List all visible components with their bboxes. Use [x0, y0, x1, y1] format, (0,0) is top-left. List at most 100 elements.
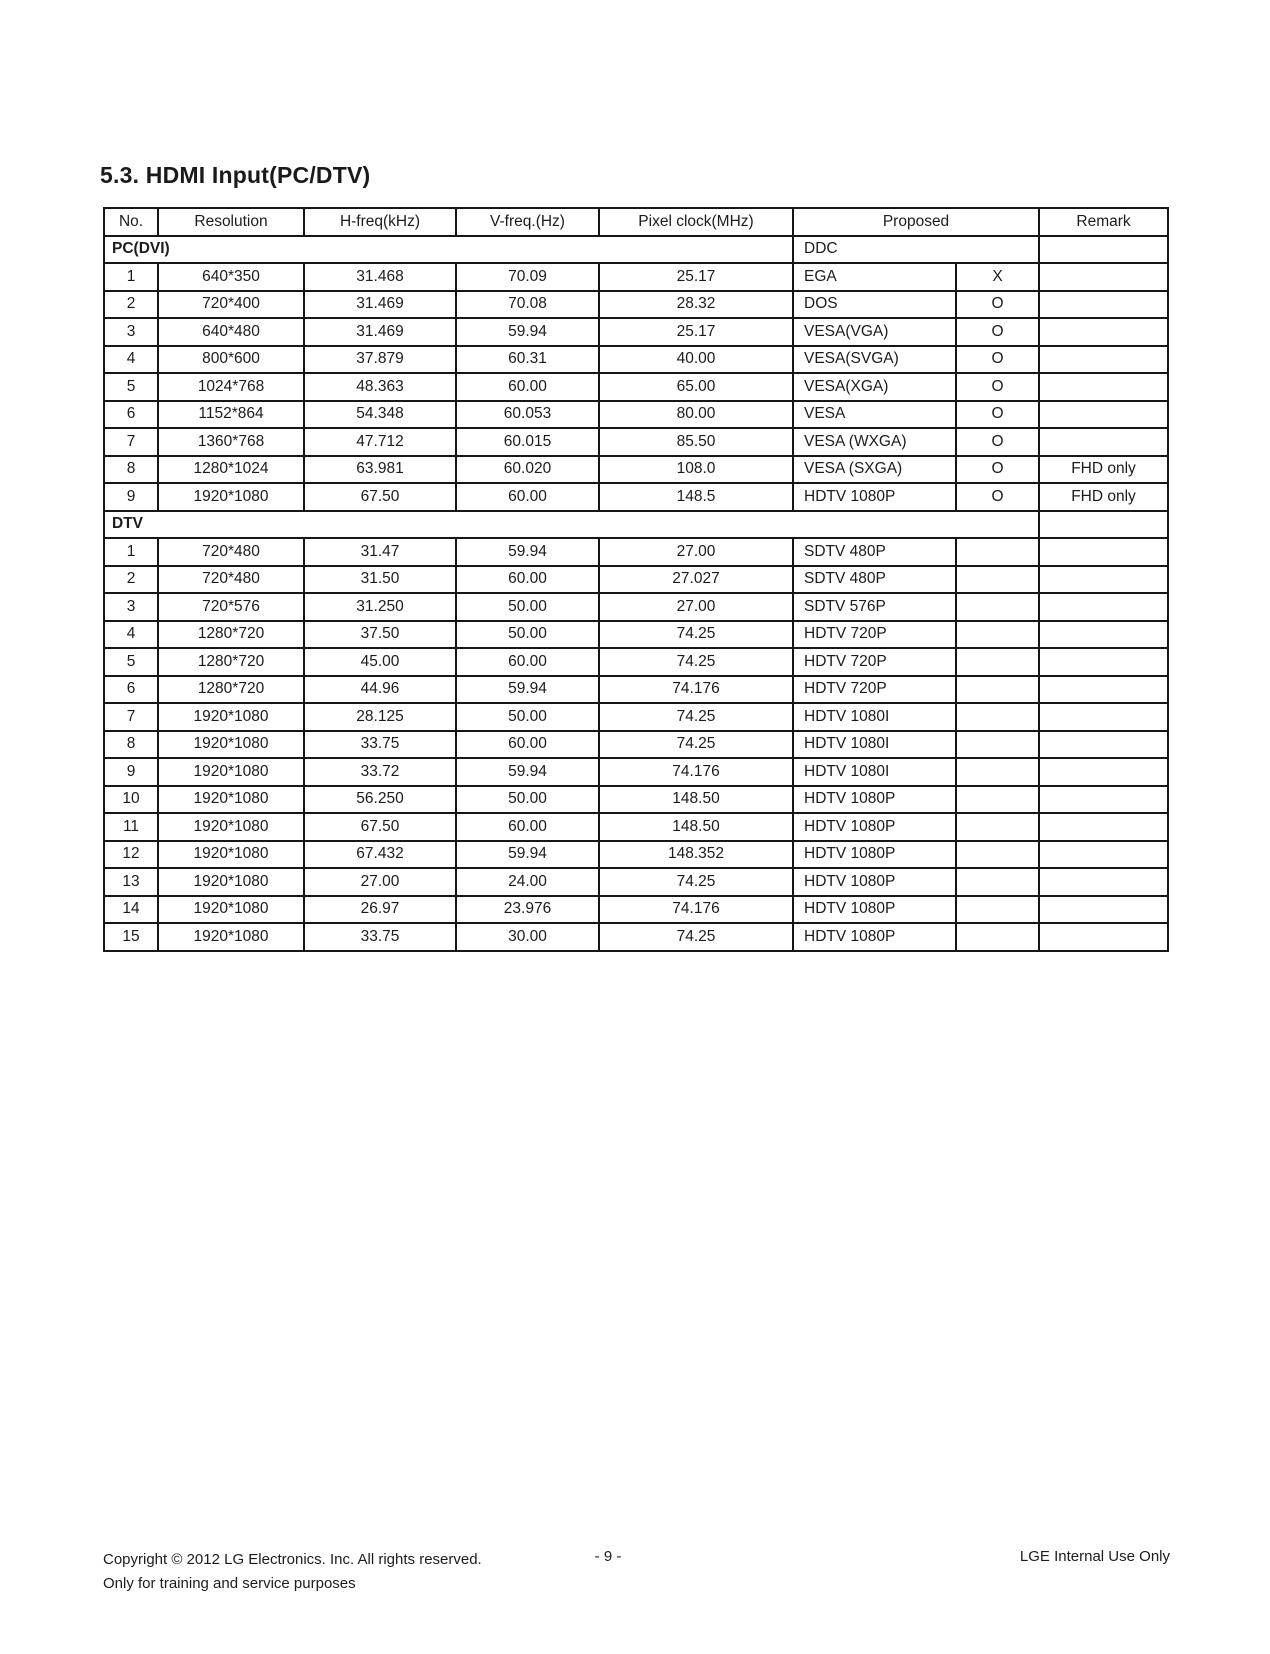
cell-remark: [1038, 894, 1170, 924]
cell-no: 14: [103, 894, 159, 924]
cell-h-freq: 31.50: [303, 564, 457, 594]
cell-proposed: HDTV 1080I: [792, 757, 957, 787]
cell-resolution: 1920*1080: [157, 784, 305, 814]
cell-no: 13: [103, 867, 159, 897]
cell-resolution: 720*480: [157, 537, 305, 567]
cell-ddc-mark: O: [954, 289, 1041, 319]
cell-proposed: VESA: [792, 399, 957, 429]
cell-pixel-clock: 74.176: [598, 894, 794, 924]
cell-h-freq: 31.468: [303, 262, 457, 292]
cell-h-freq: 37.879: [303, 344, 457, 374]
cell-proposed: HDTV 1080P: [792, 922, 957, 952]
table-body: PC(DVI) DDC 1 640*350 31.468 70.09 25.17 EGA X 2 7…: [102, 234, 1170, 952]
section-label: DTV: [102, 509, 1041, 539]
cell-v-freq: 50.00: [455, 702, 600, 732]
cell-remark: [1038, 317, 1170, 347]
header-remark: Remark: [1038, 207, 1170, 237]
section-row: PC(DVI) DDC: [103, 234, 1170, 264]
cell-ddc-mark: [954, 674, 1041, 704]
cell-v-freq: 60.00: [455, 564, 600, 594]
cell-remark: [1038, 564, 1170, 594]
cell-resolution: 1280*1024: [157, 454, 305, 484]
cell-h-freq: 48.363: [303, 372, 457, 402]
cell-v-freq: 59.94: [455, 757, 600, 787]
cell-ddc-mark: O: [954, 454, 1041, 484]
cell-ddc-mark: [954, 812, 1041, 842]
cell-h-freq: 47.712: [303, 427, 457, 457]
table-row: 4 800*600 37.879 60.31 40.00 VESA(SVGA) O: [103, 344, 1170, 374]
cell-resolution: 720*480: [157, 564, 305, 594]
cell-no: 7: [103, 702, 159, 732]
cell-pixel-clock: 27.00: [598, 537, 794, 567]
cell-resolution: 1920*1080: [157, 922, 305, 952]
cell-ddc-mark: [954, 729, 1041, 759]
cell-no: 4: [103, 619, 159, 649]
cell-resolution: 640*350: [157, 262, 305, 292]
cell-ddc-mark: [954, 839, 1041, 869]
table-row: 4 1280*720 37.50 50.00 74.25 HDTV 720P: [103, 619, 1170, 649]
cell-remark: [1038, 592, 1170, 622]
cell-pixel-clock: 148.352: [598, 839, 794, 869]
header-h-freq: H-freq(kHz): [303, 207, 457, 237]
cell-ddc-mark: O: [954, 372, 1041, 402]
cell-v-freq: 70.09: [455, 262, 600, 292]
cell-pixel-clock: 148.50: [598, 784, 794, 814]
cell-h-freq: 56.250: [303, 784, 457, 814]
cell-resolution: 1920*1080: [157, 729, 305, 759]
cell-ddc-mark: [954, 784, 1041, 814]
cell-remark: FHD only: [1038, 454, 1170, 484]
cell-resolution: 1920*1080: [157, 894, 305, 924]
cell-ddc-mark: [954, 922, 1041, 952]
cell-h-freq: 27.00: [303, 867, 457, 897]
cell-remark: [1038, 289, 1170, 319]
cell-v-freq: 50.00: [455, 619, 600, 649]
cell-ddc-mark: O: [954, 482, 1041, 512]
cell-no: 1: [103, 262, 159, 292]
section-sublabel: DDC: [791, 234, 1041, 264]
cell-remark: [1038, 647, 1170, 677]
table-row: 3 640*480 31.469 59.94 25.17 VESA(VGA) O: [103, 317, 1170, 347]
cell-remark: [1038, 372, 1170, 402]
cell-remark: [1038, 784, 1170, 814]
table-row: 15 1920*1080 33.75 30.00 74.25 HDTV 1080P: [103, 922, 1170, 952]
cell-no: 9: [103, 482, 159, 512]
cell-ddc-mark: [954, 592, 1041, 622]
cell-v-freq: 60.00: [455, 647, 600, 677]
cell-no: 10: [103, 784, 159, 814]
table-row: 5 1024*768 48.363 60.00 65.00 VESA(XGA) O: [103, 372, 1170, 402]
table-row: 1 720*480 31.47 59.94 27.00 SDTV 480P: [103, 537, 1170, 567]
cell-remark: [1038, 839, 1170, 869]
table-row: 1 640*350 31.468 70.09 25.17 EGA X: [103, 262, 1170, 292]
cell-ddc-mark: [954, 867, 1041, 897]
cell-v-freq: 59.94: [455, 674, 600, 704]
cell-pixel-clock: 74.25: [598, 619, 794, 649]
cell-resolution: 1024*768: [157, 372, 305, 402]
footer-copyright-line2: Only for training and service purposes: [103, 1575, 356, 1592]
cell-h-freq: 31.469: [303, 289, 457, 319]
cell-no: 15: [103, 922, 159, 952]
cell-no: 7: [103, 427, 159, 457]
cell-proposed: HDTV 720P: [792, 674, 957, 704]
cell-h-freq: 63.981: [303, 454, 457, 484]
cell-resolution: 1280*720: [157, 674, 305, 704]
table-row: 12 1920*1080 67.432 59.94 148.352 HDTV 1080P: [103, 839, 1170, 869]
cell-v-freq: 30.00: [455, 922, 600, 952]
cell-proposed: VESA(SVGA): [792, 344, 957, 374]
cell-resolution: 1280*720: [157, 619, 305, 649]
cell-v-freq: 60.00: [455, 482, 600, 512]
table-row: 2 720*480 31.50 60.00 27.027 SDTV 480P: [103, 564, 1170, 594]
cell-h-freq: 44.96: [303, 674, 457, 704]
table-row: 8 1920*1080 33.75 60.00 74.25 HDTV 1080I: [103, 729, 1170, 759]
cell-proposed: EGA: [792, 262, 957, 292]
cell-remark: [1038, 262, 1170, 292]
table-row: 8 1280*1024 63.981 60.020 108.0 VESA (SXGA) O F…: [103, 454, 1170, 484]
cell-v-freq: 50.00: [455, 592, 600, 622]
section-row: DTV: [102, 509, 1170, 539]
cell-proposed: HDTV 1080P: [792, 784, 957, 814]
cell-no: 9: [103, 757, 159, 787]
table-row: 13 1920*1080 27.00 24.00 74.25 HDTV 1080P: [103, 867, 1170, 897]
cell-pixel-clock: 25.17: [598, 262, 794, 292]
cell-pixel-clock: 108.0: [598, 454, 794, 484]
table-row: 6 1152*864 54.348 60.053 80.00 VESA O: [103, 399, 1170, 429]
